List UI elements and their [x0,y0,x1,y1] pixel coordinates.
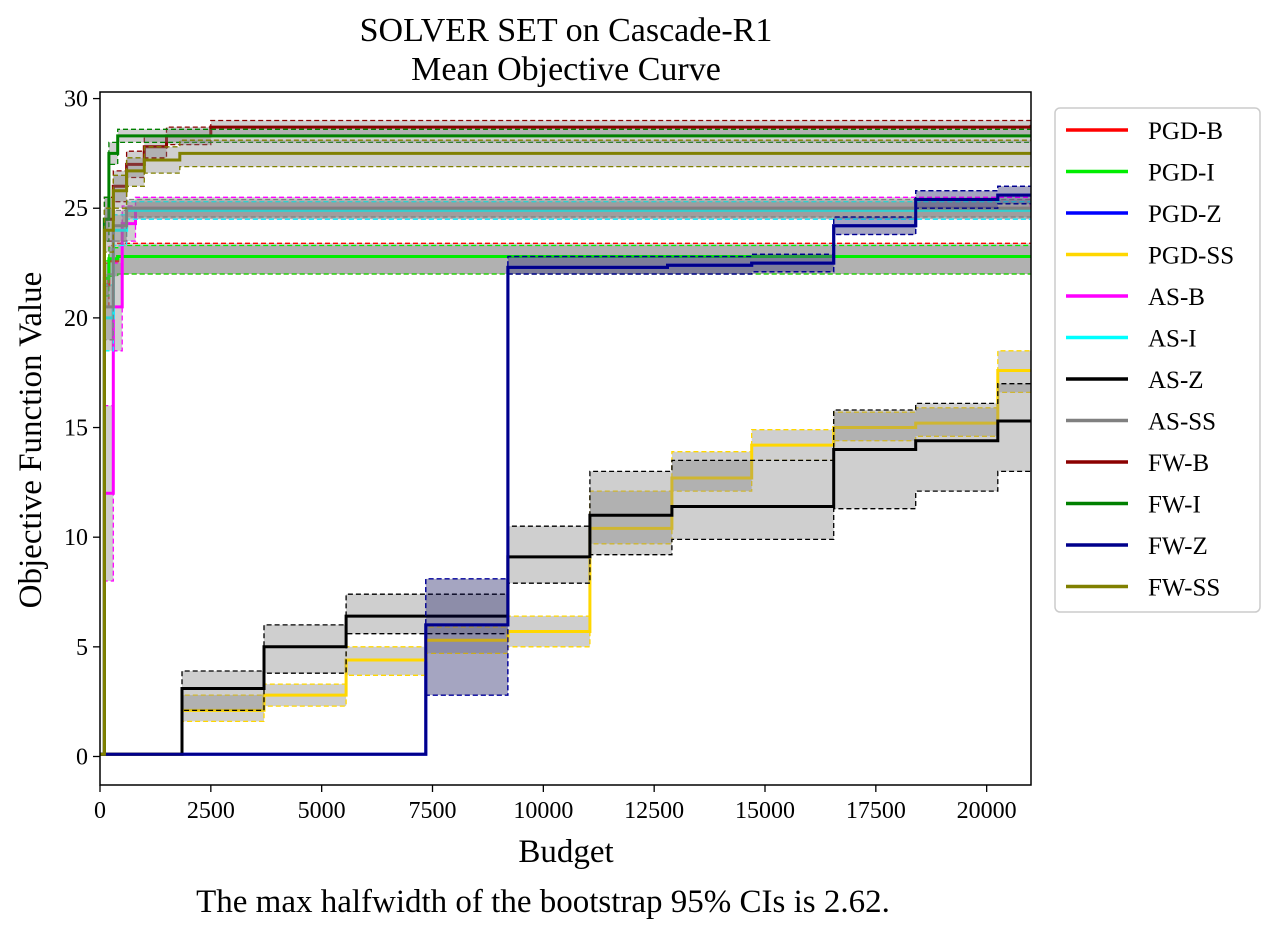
legend: PGD-B PGD-I PGD-Z PGD-SS AS-B AS-I AS-Z AS-SS FW… [1054,107,1261,613]
y-tick-label: 5 [76,635,88,661]
legend-label-as-z: AS-Z [1148,367,1204,394]
series-fw-z [100,185,1031,756]
plot-area [100,119,1031,756]
legend-label-pgd-i: PGD-I [1148,160,1215,187]
ci-band-pgd-ss [100,350,1031,755]
line-as-z [100,419,1031,756]
y-axis: 0 5 10 15 20 25 30 [64,87,100,770]
line-fw-z [100,193,1031,756]
legend-item-fw-z: FW-Z [1066,533,1208,560]
legend-label-fw-b: FW-B [1148,450,1209,477]
y-axis-label: Objective Function Value [13,272,49,609]
legend-item-pgd-i: PGD-I [1066,160,1215,187]
series-as-z [100,383,1031,756]
x-tick-label: 5000 [298,798,346,824]
legend-label-pgd-b: PGD-B [1148,118,1223,145]
y-tick-label: 15 [64,416,88,442]
chart-title-line-2: Mean Objective Curve [411,51,721,88]
legend-item-as-z: AS-Z [1066,367,1204,394]
legend-label-pgd-z: PGD-Z [1148,201,1222,228]
x-tick-label: 2500 [187,798,235,824]
ci-lower-as-b [100,212,1031,755]
chart-title-line-1: SOLVER SET on Cascade-R1 [360,12,773,49]
x-tick-label: 20000 [957,798,1017,824]
legend-label-fw-z: FW-Z [1148,533,1208,560]
x-tick-label: 10000 [513,798,573,824]
legend-label-as-ss: AS-SS [1148,409,1216,436]
ci-upper-pgd-i [100,244,1031,755]
x-tick-label: 17500 [846,798,906,824]
legend-item-fw-i: FW-I [1066,492,1201,519]
legend-label-fw-ss: FW-SS [1148,575,1220,602]
x-tick-label: 7500 [409,798,457,824]
x-tick-label: 12500 [624,798,684,824]
legend-item-as-i: AS-I [1066,326,1197,353]
ci-band-as-z [100,383,1031,755]
y-tick-label: 20 [64,306,88,332]
legend-item-pgd-z: PGD-Z [1066,201,1222,228]
x-tick-label: 15000 [735,798,795,824]
ci-lower-as-z [100,470,1031,755]
legend-label-fw-i: FW-I [1148,492,1201,519]
y-tick-label: 0 [76,744,88,770]
y-tick-label: 25 [64,196,88,222]
legend-item-fw-ss: FW-SS [1066,575,1220,602]
legend-label-pgd-ss: PGD-SS [1148,243,1234,270]
plot-frame [99,91,1032,786]
legend-label-as-i: AS-I [1148,326,1197,353]
legend-item-fw-b: FW-B [1066,450,1209,477]
y-tick-label: 30 [64,87,88,113]
x-axis: 0 2500 5000 7500 10000 12500 15000 17500 20000 [94,785,1017,824]
ci-lower-fw-z [100,203,1031,755]
legend-frame [1054,107,1261,613]
x-axis-label: Budget [518,834,613,870]
ci-upper-fw-z [100,185,1031,755]
line-fw-ss [100,151,1031,756]
x-tick-label: 0 [94,798,106,824]
legend-item-as-b: AS-B [1066,284,1205,311]
legend-item-pgd-ss: PGD-SS [1066,243,1234,270]
figure-caption: The max halfwidth of the bootstrap 95% C… [196,884,890,920]
legend-item-as-ss: AS-SS [1066,409,1216,436]
legend-item-pgd-b: PGD-B [1066,118,1223,145]
series-layer [100,119,1031,756]
ci-upper-as-z [100,383,1031,755]
legend-label-as-b: AS-B [1148,284,1205,311]
y-tick-label: 10 [64,525,88,551]
series-fw-ss [100,139,1031,756]
